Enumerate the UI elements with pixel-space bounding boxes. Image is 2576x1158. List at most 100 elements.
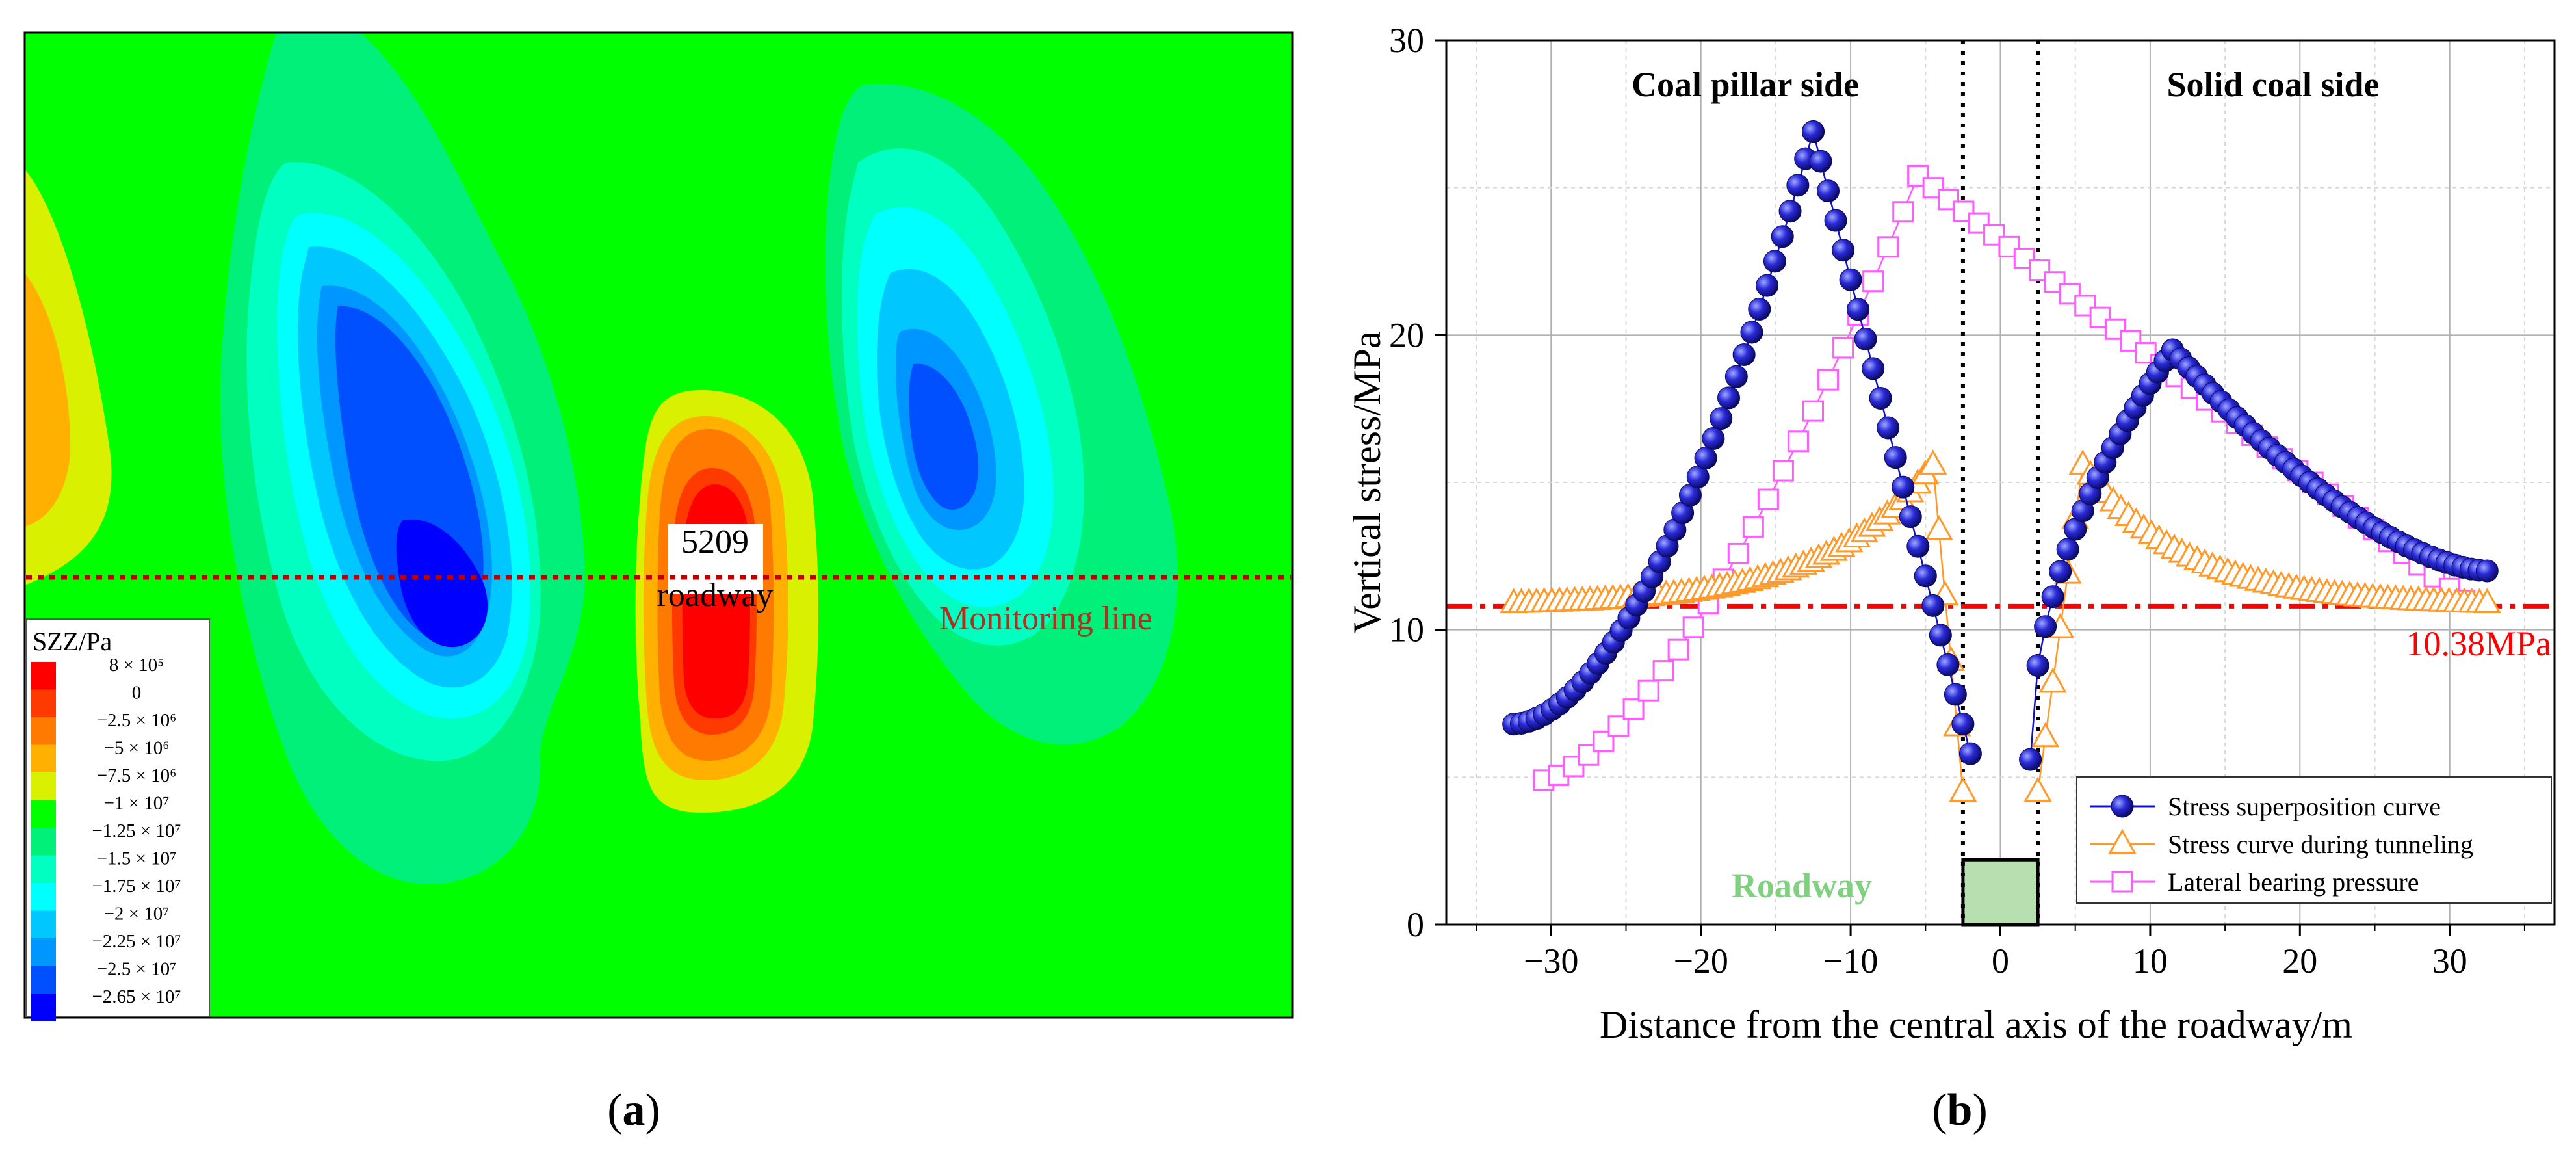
legend-swatch <box>31 966 56 994</box>
series-circle-point <box>1801 120 1825 144</box>
y-tick-label: 20 <box>1389 315 1424 354</box>
legend-value: −1.25 × 10⁷ <box>92 821 181 841</box>
series-square-point <box>1953 200 1975 222</box>
y-tick-label: 0 <box>1407 905 1424 944</box>
series-square-point <box>2074 295 2096 317</box>
series-circle-point <box>1702 427 1725 451</box>
series-circle-point <box>1929 624 1952 647</box>
x-axis-label: Distance from the central axis of the ro… <box>1600 1003 2352 1046</box>
y-axis-label: Vertical stress/MPa <box>1346 332 1388 634</box>
series-circle-point <box>1884 446 1907 469</box>
series-triangle-point <box>1949 776 1977 802</box>
series-circle-point <box>1817 179 1840 203</box>
roadway-box <box>1961 858 2040 927</box>
contour-legend: SZZ/Pa 8 × 10⁵ 0 −2.5 × 10⁶ −5 × 10⁶ −7.5 × … <box>25 618 210 1021</box>
monitoring-line-label: Monitoring line <box>939 600 1152 637</box>
threshold-label: 10.38MPa <box>2406 624 2551 663</box>
series-circle-point <box>1771 225 1794 248</box>
series-square-point <box>1772 460 1794 482</box>
series-circle-point <box>1914 564 1937 588</box>
legend-value: −1.75 × 10⁷ <box>92 876 181 897</box>
legend-swatch <box>31 828 56 856</box>
series-circle-point <box>1892 475 1915 499</box>
series-circle-point <box>2056 538 2079 561</box>
legend-swatch <box>31 938 56 966</box>
series-circle-point <box>2034 615 2057 638</box>
legend-label: Lateral bearing pressure <box>2168 867 2419 897</box>
series-square-point <box>1862 270 1884 293</box>
legend-value: −2.5 × 10⁷ <box>97 959 177 980</box>
series-circle-point <box>1740 321 1763 344</box>
series-circle-point <box>1854 327 1877 350</box>
series-circle <box>1502 120 2499 771</box>
series-square-point <box>1667 638 1689 661</box>
series-circle-point <box>1899 505 1922 529</box>
series-circle-point <box>1906 534 1930 558</box>
series-circle-point <box>2049 560 2072 583</box>
stress-chart: −30 −20 −10 0 10 20 30 0 10 20 30 Vertical stress/… <box>1346 21 2556 1046</box>
legend-triangle-point <box>2108 828 2137 854</box>
series-circle-point <box>1944 683 1967 706</box>
legend-swatch <box>31 910 56 938</box>
legend-swatch <box>31 662 56 690</box>
series-circle-point <box>1936 653 1960 676</box>
series-circle-point <box>2026 654 2049 678</box>
series-circle-point <box>1958 742 1982 765</box>
left-edge-zone <box>25 169 112 585</box>
series-circle-point <box>1763 250 1786 273</box>
roadway-opening <box>668 524 763 594</box>
legend-label: Stress curve during tunneling <box>2168 830 2473 859</box>
legend-value: 8 × 10⁵ <box>109 655 164 676</box>
legend-swatch <box>31 717 56 745</box>
legend-value: −1.5 × 10⁷ <box>97 849 177 869</box>
legend-swatch <box>31 800 56 828</box>
series-circle-point <box>1694 446 1717 469</box>
legend-value: −7.5 × 10⁶ <box>97 765 177 786</box>
series-square-point <box>1652 660 1674 682</box>
series-circle-point <box>2475 559 2499 583</box>
series-circle-point <box>2041 585 2064 609</box>
series-square-point <box>1817 369 1840 391</box>
roadway-name-label: roadway <box>657 577 773 614</box>
series-square-point <box>1578 744 1600 766</box>
series-square-point <box>1802 400 1824 422</box>
caption-b: (b) <box>1932 1085 1988 1135</box>
legend-value: 0 <box>132 683 142 704</box>
caption-a: (a) <box>607 1085 660 1135</box>
series-circle-point <box>1824 209 1847 232</box>
series-circle-point <box>1839 268 1862 291</box>
legend-title: SZZ/Pa <box>33 627 112 656</box>
x-tick-label: −20 <box>1673 941 1728 980</box>
legend-value: −2.5 × 10⁶ <box>97 710 177 731</box>
series-circle-point <box>1748 298 1771 321</box>
roadway-label: Roadway <box>1732 866 1872 905</box>
legend-value: −2.65 × 10⁷ <box>92 986 181 1007</box>
series-circle-point <box>1778 200 1802 223</box>
x-tick-label: 30 <box>2432 941 2467 980</box>
x-tick-label: −10 <box>1823 941 1878 980</box>
legend-square-point <box>2111 871 2133 893</box>
series-square-point <box>1727 542 1749 564</box>
legend-value: −5 × 10⁶ <box>104 738 170 759</box>
series-circle-point <box>1869 386 1892 410</box>
series-circle-point <box>1877 416 1900 440</box>
left-lobe <box>220 33 585 884</box>
series-circle-point <box>1951 713 1975 736</box>
series-circle-point <box>1786 174 1810 197</box>
x-tick-label: 0 <box>1992 941 2009 980</box>
series-triangle-point <box>1925 514 1953 540</box>
legend-swatch <box>31 744 56 772</box>
solid-coal-side-label: Solid coal side <box>2166 65 2379 104</box>
series-circle-point <box>1832 239 1855 262</box>
series-circle-point <box>1862 357 1885 380</box>
series-square-point <box>1682 616 1704 638</box>
series-square-point <box>1742 516 1764 538</box>
series-triangle-point <box>1919 449 1947 475</box>
series-square-point <box>1877 236 1899 258</box>
series-square-point <box>2089 306 2111 328</box>
right-lobe <box>825 83 1178 745</box>
series-triangle-point <box>2473 588 2501 613</box>
legend-value: −2 × 10⁷ <box>104 904 170 925</box>
series-square-point <box>1892 201 1914 223</box>
